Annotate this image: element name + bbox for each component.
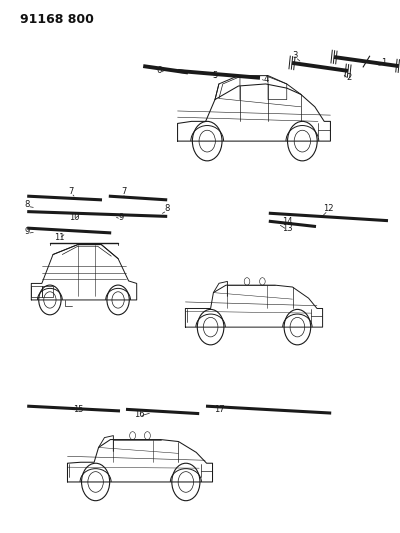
Text: 16: 16 [134, 410, 144, 419]
Text: 1: 1 [381, 59, 387, 67]
Text: 12: 12 [323, 205, 333, 213]
Bar [42, 286, 53, 297]
Text: 3: 3 [292, 51, 298, 60]
Text: 4: 4 [263, 76, 269, 84]
Text: 17: 17 [214, 405, 224, 414]
Text: 11: 11 [54, 233, 64, 241]
Text: 13: 13 [282, 224, 292, 232]
Text: 7: 7 [121, 187, 127, 196]
Text: 8: 8 [24, 200, 30, 209]
Text: 15: 15 [73, 405, 83, 414]
Text: 9: 9 [118, 214, 124, 222]
Text: 9: 9 [24, 228, 30, 236]
Text: 5: 5 [212, 71, 218, 80]
Text: 7: 7 [68, 187, 74, 196]
Text: 6: 6 [156, 66, 162, 75]
Bar [31, 286, 42, 297]
Text: 14: 14 [282, 217, 292, 225]
Text: 10: 10 [69, 214, 79, 222]
Text: 91168 800: 91168 800 [20, 13, 94, 26]
Text: 2: 2 [346, 73, 352, 82]
Text: 8: 8 [164, 205, 170, 213]
